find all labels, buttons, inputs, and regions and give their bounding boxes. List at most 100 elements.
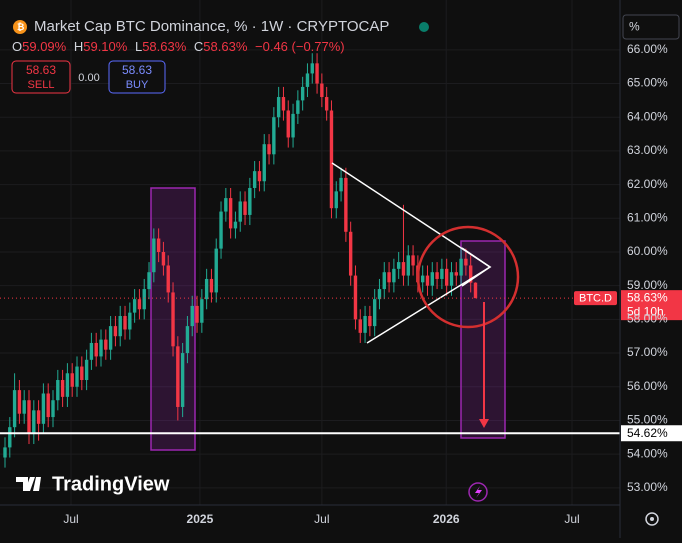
candle-body [36,410,41,424]
candle-body [372,299,377,327]
candle-body [257,171,262,182]
spread: 0.00 [78,72,99,84]
alert-icon[interactable] [468,482,488,502]
candle-body [473,282,478,299]
x-tick-label: 2026 [433,512,460,526]
y-tick-label: 58.00% [627,312,668,326]
chart-title: Market Cap BTC Dominance, % · 1W · CRYPT… [34,18,389,35]
levels: BTC.D 58.63%5d 10h 54.62% [0,290,682,442]
candle-body [329,110,334,209]
candle-body [180,353,185,407]
candle-body [161,251,166,266]
candle-body [65,373,70,397]
last-price-tag [621,290,682,321]
scale-mode-button[interactable] [622,14,680,40]
candle-body [60,380,65,397]
symbol-icon [13,20,27,34]
candle-body [396,262,401,269]
scale-mode[interactable]: % [629,20,640,34]
candle-body [132,299,137,313]
candle-body [248,187,252,215]
candle-body [118,316,122,337]
y-tick-label: 64.00% [627,109,668,123]
y-tick-label: 66.00% [627,42,668,56]
buy-price[interactable]: 58.63 [122,63,152,77]
candle-body [320,83,324,98]
triangle-tip [461,247,492,287]
buy-label[interactable]: BUY [126,79,149,91]
candle-body [238,201,242,222]
candle-body [358,319,362,333]
candle-body [190,305,194,327]
candle-body [89,342,94,360]
y-tick-label: 53.00% [627,480,668,494]
level-tag [621,425,682,442]
y-tick-label: 61.00% [627,210,668,224]
candle-body [84,359,89,381]
settings-icon[interactable] [645,512,659,526]
candle-body [171,292,175,347]
candle-body [99,339,103,357]
candle-body [291,113,295,138]
candle-body [224,198,228,212]
candle-body [80,366,84,381]
candle-body [420,275,425,283]
candle-body [152,238,156,273]
y-tick-label: 56.00% [627,379,668,393]
candle-body [363,316,367,333]
arrow-head [479,419,489,428]
candle-body [468,265,473,283]
settings-icon-center[interactable] [650,517,654,521]
last-price-label: 58.63% [627,290,668,304]
candle-body [305,73,310,87]
candle-body [348,231,353,276]
symbol-icon-glyph: ₿ [17,22,24,32]
sell-price[interactable]: 58.63 [26,63,56,77]
candle-body [464,258,468,266]
candle-body [147,272,151,290]
ohlc-key: C [194,39,203,54]
symbol-label: BTC.D [579,293,612,305]
candle-body [252,171,257,188]
buy-button[interactable] [108,60,166,94]
candle-body [449,272,454,286]
y-tick-label: 55.00% [627,413,668,427]
candle-body [128,312,132,330]
candle-body [281,97,286,111]
y-tick-label: 63.00% [627,143,668,157]
candle-body [70,373,74,387]
candle-body [454,272,458,276]
candle-body [156,238,161,252]
highlight-circle [416,225,520,329]
candle-body [32,410,36,434]
candle-body [214,248,218,293]
axes: 53.00% 54.00% 55.00% 56.00% 57.00% 58.00% 59.0… [63,42,668,526]
candle-body [27,400,31,434]
ohlc-value: 59.09% [22,39,67,54]
candle-body [339,177,343,192]
y-tick-label: 62.00% [627,177,668,191]
ohlc-key: O [12,39,22,54]
candle-body [382,272,386,290]
y-tick-label: 59.00% [627,278,668,292]
ohlc-value: 59.10% [83,39,128,54]
candle-body [233,221,238,229]
y-tick-label: 60.00% [627,244,668,258]
candle-body [368,316,372,327]
sell-label[interactable]: SELL [28,79,55,91]
candle-body [243,201,247,215]
alert-icon-glyph[interactable] [475,486,482,498]
candle-body [276,97,281,118]
candle-body [22,400,26,414]
candle-body [406,255,410,276]
y-tick-label: 54.00% [627,446,668,460]
ohlc-key: H [74,39,83,54]
candle-body [46,393,50,418]
candle-body [300,86,305,101]
candle-body [344,177,348,232]
level-label: 54.62% [627,426,668,440]
ohlc-line: O59.09% H59.10% L58.63% C58.63% −0.46 (−… [12,39,345,54]
candle-body [353,275,358,320]
ohlc-value: 58.63% [203,39,248,54]
sell-button[interactable] [11,60,71,94]
